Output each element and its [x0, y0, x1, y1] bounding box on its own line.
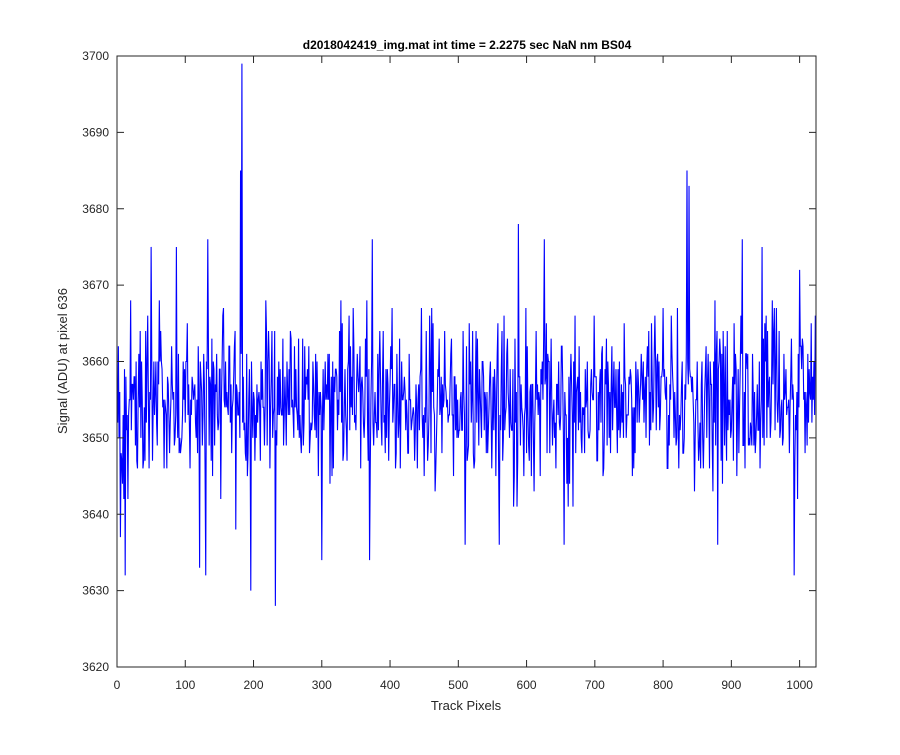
x-tick-label: 900 — [721, 678, 741, 692]
series-layer — [117, 63, 817, 606]
x-tick-label: 800 — [653, 678, 673, 692]
y-tick-label: 3630 — [82, 584, 109, 598]
x-tick-label: 700 — [585, 678, 605, 692]
series-line — [117, 63, 817, 606]
x-tick-label: 0 — [114, 678, 121, 692]
x-tick-label: 500 — [448, 678, 468, 692]
x-tick-label: 1000 — [786, 678, 813, 692]
x-axis-label: Track Pixels — [431, 698, 502, 713]
chart-title: d2018042419_img.mat int time = 2.2275 se… — [303, 38, 632, 52]
y-tick-label: 3660 — [82, 355, 109, 369]
y-axis-label: Signal (ADU) at pixel 636 — [55, 288, 70, 434]
y-axis: 3620 3630 3640 3650 3660 3670 3680 3690 3700 — [82, 49, 816, 674]
y-tick-label: 3650 — [82, 431, 109, 445]
y-tick-label: 3700 — [82, 49, 109, 63]
x-tick-label: 100 — [175, 678, 195, 692]
y-tick-label: 3640 — [82, 507, 109, 521]
y-tick-label: 3680 — [82, 202, 109, 216]
x-tick-label: 600 — [517, 678, 537, 692]
y-tick-label: 3670 — [82, 278, 109, 292]
y-tick-label: 3620 — [82, 660, 109, 674]
x-tick-label: 200 — [244, 678, 264, 692]
x-axis: 0 100 200 300 400 500 600 700 800 900 1000 — [114, 56, 813, 692]
x-tick-label: 400 — [380, 678, 400, 692]
x-tick-label: 300 — [312, 678, 332, 692]
y-tick-label: 3690 — [82, 125, 109, 139]
